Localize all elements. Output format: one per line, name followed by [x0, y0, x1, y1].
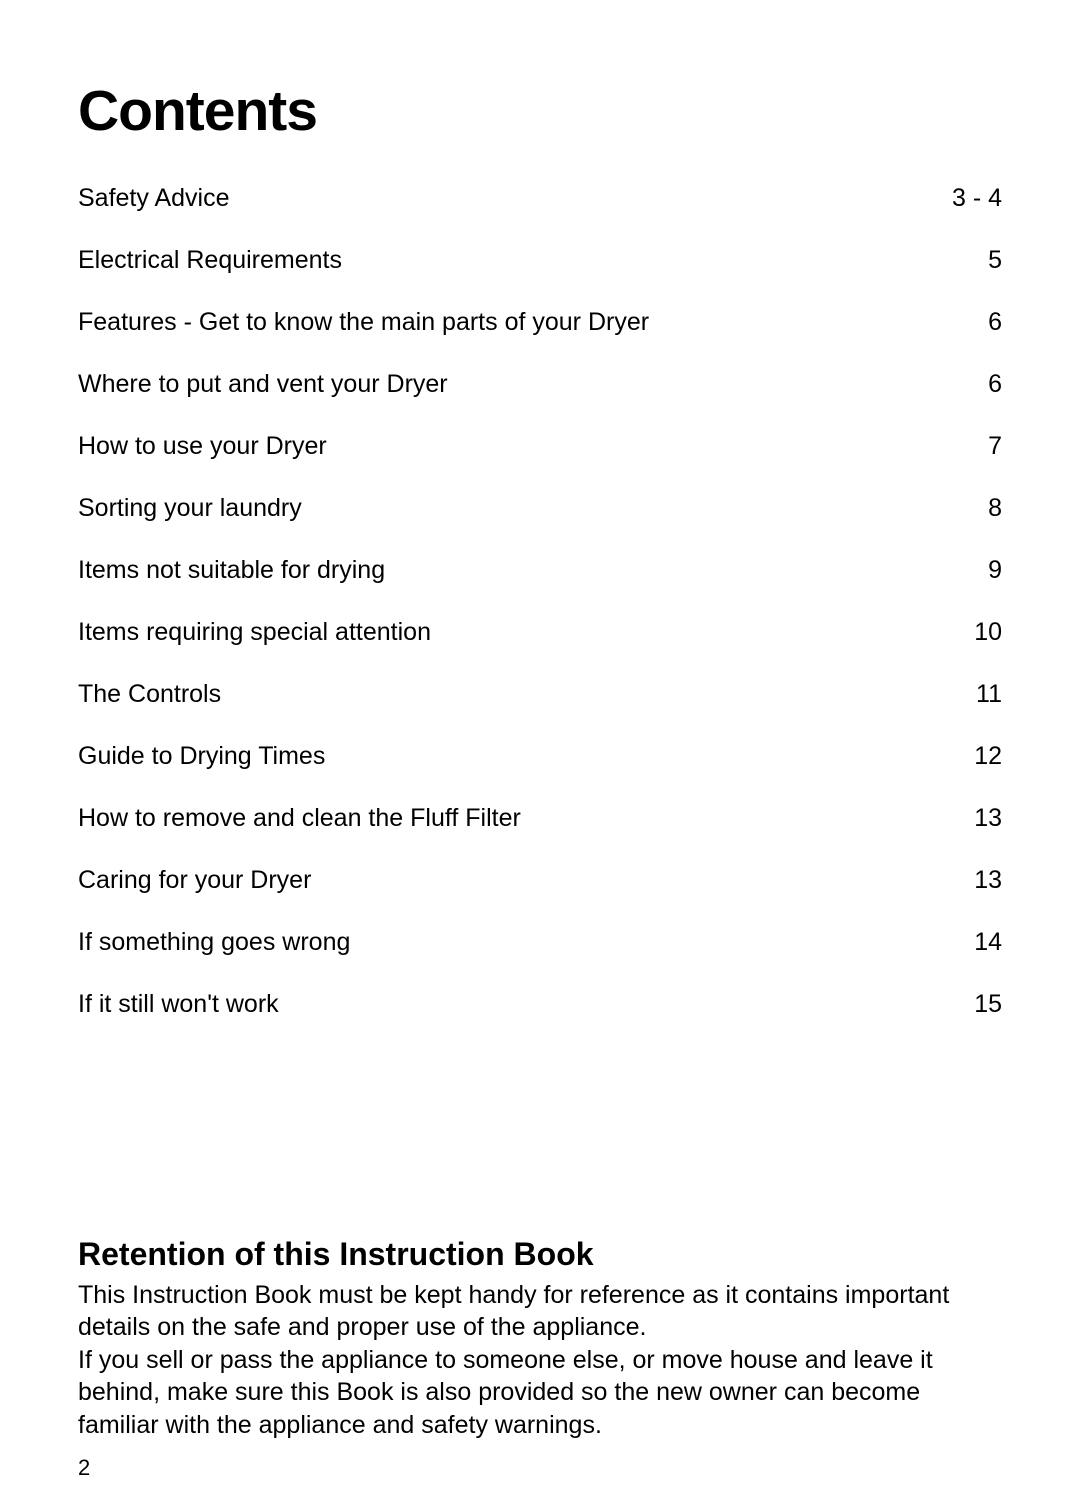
toc-page: 8 [942, 494, 1002, 523]
toc-item: Where to put and vent your Dryer 6 [78, 370, 1002, 399]
toc-label: The Controls [78, 680, 942, 709]
toc-page: 12 [942, 742, 1002, 771]
toc-item: How to use your Dryer 7 [78, 432, 1002, 461]
retention-title: Retention of this Instruction Book [78, 1236, 1002, 1273]
contents-title: Contents [78, 78, 1002, 144]
retention-body: This Instruction Book must be kept handy… [78, 1279, 1002, 1442]
toc-label: Guide to Drying Times [78, 742, 942, 771]
toc-page: 13 [942, 866, 1002, 895]
toc-label: Safety Advice [78, 184, 942, 213]
toc-label: Sorting your laundry [78, 494, 942, 523]
toc-label: Caring for your Dryer [78, 866, 942, 895]
toc-label: How to remove and clean the Fluff Filter [78, 804, 942, 833]
toc-page: 14 [942, 928, 1002, 957]
toc-item: Caring for your Dryer 13 [78, 866, 1002, 895]
toc-page: 11 [942, 680, 1002, 709]
toc-label: How to use your Dryer [78, 432, 942, 461]
toc-list: Safety Advice 3 - 4 Electrical Requireme… [78, 184, 1002, 1019]
toc-label: Items not suitable for drying [78, 556, 942, 585]
toc-page: 3 - 4 [942, 184, 1002, 213]
toc-item: Guide to Drying Times 12 [78, 742, 1002, 771]
toc-label: If it still won't work [78, 990, 942, 1019]
toc-item: Features - Get to know the main parts of… [78, 308, 1002, 337]
toc-item: The Controls 11 [78, 680, 1002, 709]
toc-item: Electrical Requirements 5 [78, 246, 1002, 275]
toc-page: 6 [942, 308, 1002, 337]
toc-item: Items not suitable for drying 9 [78, 556, 1002, 585]
toc-label: Electrical Requirements [78, 246, 942, 275]
toc-item: Items requiring special attention 10 [78, 618, 1002, 647]
toc-label: Items requiring special attention [78, 618, 942, 647]
toc-page: 7 [942, 432, 1002, 461]
toc-page: 10 [942, 618, 1002, 647]
toc-item: If it still won't work 15 [78, 990, 1002, 1019]
toc-page: 13 [942, 804, 1002, 833]
toc-label: Features - Get to know the main parts of… [78, 308, 942, 337]
toc-item: Safety Advice 3 - 4 [78, 184, 1002, 213]
toc-page: 9 [942, 556, 1002, 585]
retention-section: Retention of this Instruction Book This … [78, 1236, 1002, 1442]
toc-item: How to remove and clean the Fluff Filter… [78, 804, 1002, 833]
toc-item: If something goes wrong 14 [78, 928, 1002, 957]
toc-label: If something goes wrong [78, 928, 942, 957]
toc-page: 5 [942, 246, 1002, 275]
toc-page: 15 [942, 990, 1002, 1019]
toc-label: Where to put and vent your Dryer [78, 370, 942, 399]
toc-page: 6 [942, 370, 1002, 399]
toc-item: Sorting your laundry 8 [78, 494, 1002, 523]
page-number: 2 [78, 1455, 90, 1481]
